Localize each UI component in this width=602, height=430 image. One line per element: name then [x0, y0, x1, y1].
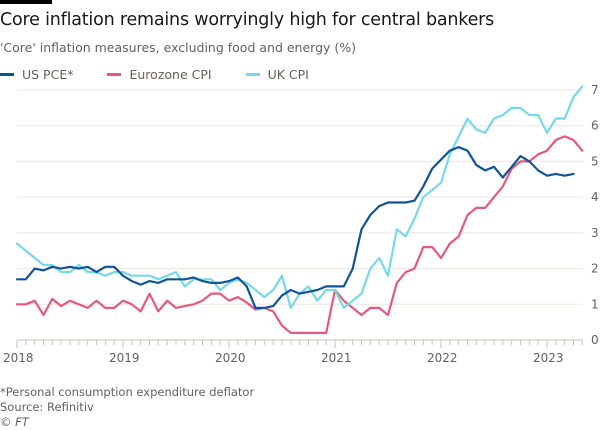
y-tick-label: 7 [591, 83, 599, 97]
chart-subtitle: 'Core' inflation measures, excluding foo… [0, 40, 357, 55]
x-tick-label: 2023 [533, 351, 564, 365]
series-line-eurozone-cpi [15, 135, 584, 334]
x-tick-label: 2021 [321, 351, 352, 365]
chart-title: Core inflation remains worryingly high f… [0, 10, 495, 30]
legend-item-us-pce: US PCE* [0, 67, 73, 82]
x-tick-label: 2018 [3, 351, 34, 365]
x-tick-label: 2019 [109, 351, 140, 365]
legend-label-us-pce: US PCE* [22, 67, 74, 82]
y-tick-label: 1 [591, 297, 599, 311]
legend-label-eurozone-cpi: Eurozone CPI [129, 67, 212, 82]
legend-swatch-us-pce [0, 73, 14, 76]
source-note: Source: Refinitiv [0, 400, 94, 414]
legend-label-uk-cpi: UK CPI [267, 67, 309, 82]
ft-top-bar [0, 0, 52, 4]
y-tick-label: 3 [591, 226, 599, 240]
x-tick-label: 2022 [427, 351, 458, 365]
y-tick-label: 6 [591, 119, 599, 133]
series-line-us-pce [15, 146, 575, 309]
footnote-pce: *Personal consumption expenditure deflat… [0, 385, 255, 399]
y-tick-label: 4 [591, 190, 599, 204]
y-tick-label: 0 [591, 333, 599, 347]
legend-swatch-uk-cpi [245, 73, 260, 76]
legend-item-eurozone-cpi: Eurozone CPI [107, 67, 212, 82]
legend-item-uk-cpi: UK CPI [245, 67, 309, 82]
legend-swatch-eurozone-cpi [107, 73, 122, 76]
x-tick-label: 2020 [215, 351, 246, 365]
y-axis: 0 1 2 3 4 5 6 7 [591, 83, 599, 347]
legend: US PCE* Eurozone CPI UK CPI [0, 67, 343, 82]
series-lines [15, 85, 584, 334]
copyright: © FT [0, 415, 29, 429]
y-tick-label: 5 [591, 154, 599, 168]
x-axis: 2018 2019 2020 2021 2022 2023 [3, 340, 583, 365]
gridlines [17, 89, 583, 341]
y-tick-label: 2 [591, 262, 599, 276]
